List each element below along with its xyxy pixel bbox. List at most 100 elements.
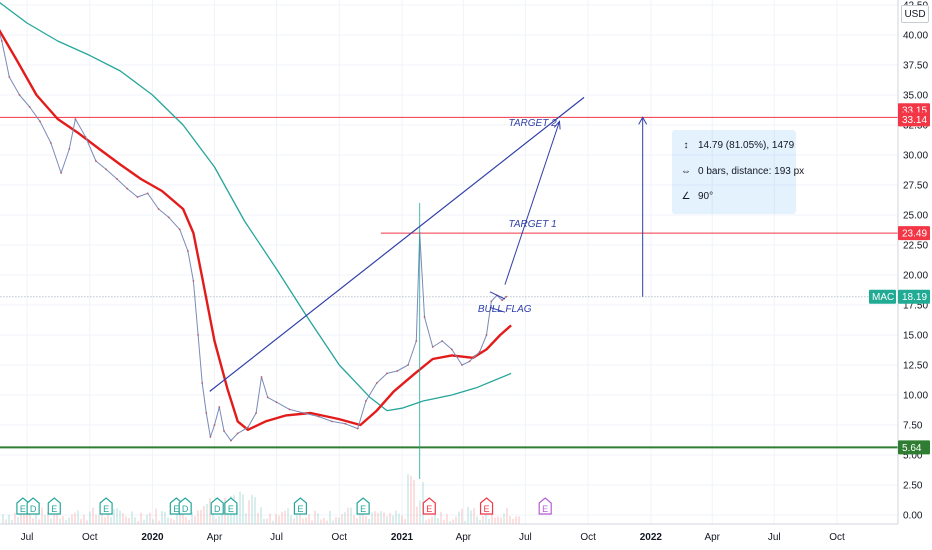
price-point bbox=[0, 40, 3, 42]
volume-bar bbox=[149, 512, 151, 524]
trendline[interactable] bbox=[209, 96, 585, 392]
volume-bar bbox=[431, 516, 433, 524]
volume-bar bbox=[473, 508, 475, 524]
price-point bbox=[431, 346, 434, 348]
volume-bars bbox=[2, 474, 520, 524]
price-point bbox=[223, 430, 225, 432]
x-tick-label: Oct bbox=[829, 532, 845, 543]
volume-bar bbox=[68, 517, 70, 524]
price-point bbox=[344, 422, 347, 425]
y-tick-label: 35.00 bbox=[903, 91, 928, 102]
earnings-marker[interactable]: E bbox=[356, 497, 370, 515]
earnings-marker[interactable]: E bbox=[422, 497, 436, 515]
price-tag bbox=[898, 226, 930, 241]
volume-bar bbox=[20, 511, 22, 524]
price-point bbox=[407, 364, 409, 366]
price-point bbox=[205, 412, 208, 414]
price-point bbox=[485, 334, 488, 336]
volume-bar bbox=[338, 517, 340, 524]
price-tag-label: 5.64 bbox=[902, 443, 922, 454]
volume-bar bbox=[98, 514, 100, 524]
volume-bar bbox=[314, 510, 316, 524]
earnings-marker[interactable]: E bbox=[47, 497, 61, 515]
volume-bar bbox=[32, 518, 34, 524]
marker-letter: D bbox=[214, 504, 221, 514]
volume-bar bbox=[332, 520, 334, 524]
volume-bar bbox=[407, 474, 409, 524]
volume-bar bbox=[35, 507, 37, 524]
volume-bar bbox=[362, 507, 364, 524]
annotation-label: TARGET 2 bbox=[509, 118, 558, 129]
flag-upper-line[interactable] bbox=[489, 291, 506, 300]
volume-bar bbox=[455, 516, 457, 524]
price-point bbox=[167, 216, 170, 219]
volume-bar bbox=[104, 517, 106, 524]
x-tick-label: Jul bbox=[21, 532, 34, 543]
marker-letter: E bbox=[297, 504, 303, 514]
volume-bar bbox=[146, 514, 148, 524]
volume-bar bbox=[377, 512, 379, 524]
volume-bar bbox=[458, 511, 460, 524]
earnings-marker[interactable]: D bbox=[26, 497, 40, 515]
volume-bar bbox=[188, 520, 190, 524]
volume-bar bbox=[101, 514, 103, 524]
volume-bar bbox=[170, 518, 172, 524]
price-point bbox=[74, 118, 77, 120]
earnings-marker[interactable]: E bbox=[99, 497, 113, 515]
fast-moving-average-line bbox=[0, 29, 512, 431]
volume-bar bbox=[329, 510, 331, 524]
price-point bbox=[450, 348, 453, 351]
marker-letter: E bbox=[20, 504, 26, 514]
price-line bbox=[0, 32, 507, 442]
volume-bar bbox=[290, 515, 292, 524]
volume-bar bbox=[410, 475, 412, 524]
volume-bar bbox=[443, 519, 445, 524]
price-point bbox=[260, 376, 263, 378]
volume-bar bbox=[446, 514, 448, 524]
flag-lower-line[interactable] bbox=[489, 306, 506, 313]
symbol-tag-label: MAC bbox=[872, 292, 894, 303]
volume-bar bbox=[299, 513, 301, 524]
earnings-marker[interactable]: E bbox=[538, 497, 552, 515]
volume-bar bbox=[284, 510, 286, 524]
volume-bar bbox=[44, 515, 46, 524]
marker-shape bbox=[178, 497, 192, 515]
currency-button[interactable]: USD bbox=[901, 5, 929, 23]
price-point bbox=[356, 427, 359, 430]
marker-shape bbox=[47, 497, 61, 515]
volume-bar bbox=[344, 512, 346, 524]
marker-shape bbox=[99, 497, 113, 515]
volume-bar bbox=[17, 517, 19, 524]
volume-bar bbox=[512, 518, 514, 524]
earnings-marker[interactable]: D bbox=[210, 497, 224, 515]
y-tick-label: 22.50 bbox=[903, 241, 928, 252]
volume-bar bbox=[125, 516, 127, 524]
earnings-marker[interactable]: D bbox=[178, 497, 192, 515]
price-point bbox=[386, 372, 388, 375]
projection-arrow[interactable] bbox=[504, 121, 560, 285]
drawings[interactable]: TARGET 2 TARGET 1 BULL FLAG bbox=[209, 96, 648, 392]
grid-lines bbox=[0, 0, 898, 524]
volume-bar bbox=[335, 517, 337, 524]
volume-bar bbox=[248, 500, 250, 524]
earnings-marker[interactable]: E bbox=[479, 497, 494, 515]
volume-bar bbox=[368, 518, 370, 524]
price-point bbox=[505, 295, 508, 298]
volume-bar bbox=[221, 507, 223, 524]
volume-bar bbox=[287, 508, 289, 524]
volume-bar bbox=[416, 506, 418, 524]
y-tick-label: 10.00 bbox=[903, 391, 928, 402]
volume-bar bbox=[80, 519, 82, 524]
volume-bar bbox=[293, 518, 295, 524]
earnings-marker[interactable]: E bbox=[293, 497, 308, 515]
marker-letter: E bbox=[484, 504, 490, 514]
earnings-marker[interactable]: E bbox=[224, 497, 238, 515]
measure-price-row: ↕ 14.79 (81.05%), 1479 bbox=[680, 140, 795, 151]
horizontal-levels[interactable] bbox=[0, 116, 898, 449]
price-point bbox=[18, 94, 21, 96]
volume-bar bbox=[158, 520, 160, 524]
volume-bar bbox=[494, 517, 496, 524]
volume-bar bbox=[134, 517, 136, 524]
